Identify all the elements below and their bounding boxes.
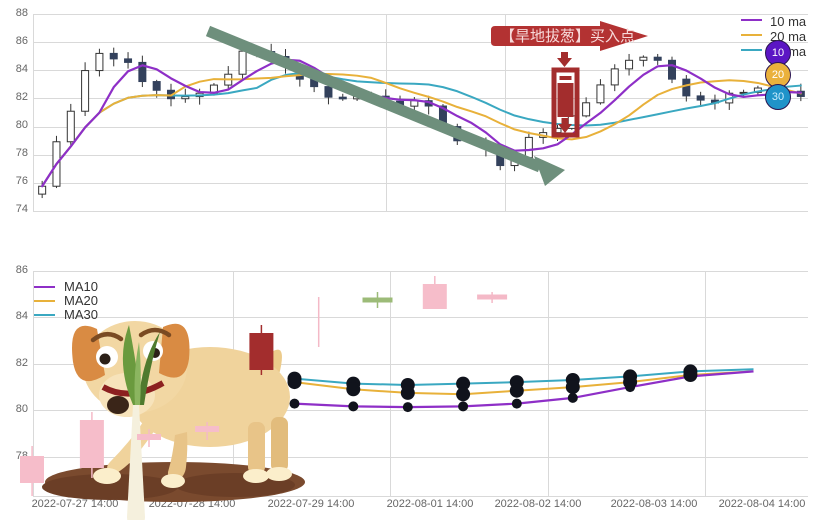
svg-text:【旱地拔葱】买入点: 【旱地拔葱】买入点 — [500, 28, 635, 45]
